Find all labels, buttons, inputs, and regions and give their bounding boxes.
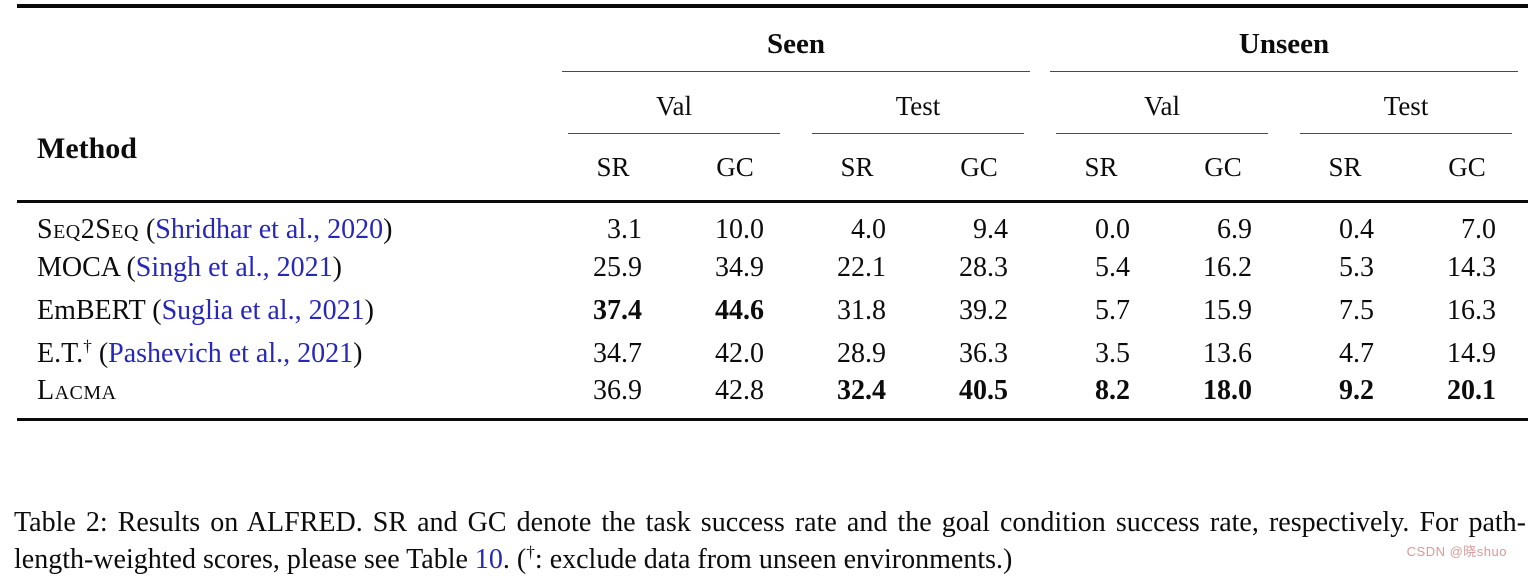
subheader-unseen-val: Val [1040,72,1284,134]
group-header-unseen-label: Unseen [1050,28,1519,72]
method-cell: Seq2Seq (Shridhar et al., 2020) [37,214,393,245]
metric-value: 8.2 [1040,375,1162,421]
dagger-footnote-marker: † [526,542,535,562]
metric-value: 39.2 [959,294,1008,326]
method-name: E.T. [37,337,84,369]
subheader-label: Val [1056,92,1268,134]
subheader-label: Test [1300,92,1513,134]
subheader-label: Val [568,92,780,134]
metric-value: 34.9 [715,251,764,283]
metric-value: 0.0 [1095,214,1130,245]
caption-text: : exclude data from unseen environments.… [534,544,1013,575]
metric-value: 6.9 [1217,214,1252,245]
group-header-seen: Seen [552,6,1040,72]
metric-header: SR [796,134,918,203]
table-row: Seq2Seq (Shridhar et al., 2020) 3.1 10.0 4.… [17,202,1528,247]
metric-value: 16.2 [1203,251,1252,283]
metric-value: 14.3 [1447,251,1497,283]
metric-value: 40.5 [918,375,1040,421]
metric-value: 20.1 [1406,375,1529,421]
metric-value: 5.7 [1095,294,1130,326]
paper-table-figure: Method Seen Unseen Val Test Val [14,4,1529,575]
method-name: MOCA [37,251,120,283]
metric-value: 7.0 [1461,214,1497,245]
metric-header: SR [1040,134,1162,203]
metric-value: 37.4 [593,294,642,326]
table-row: MOCA (Singh et al., 2021) 25.9 34.9 22.1 28.… [17,246,1528,289]
csdn-watermark: CSDN @晓shuo [1406,544,1507,559]
metric-value: 42.8 [674,375,796,421]
metric-value: 44.6 [715,294,764,326]
metric-value: 9.2 [1284,375,1406,421]
metric-value: 32.4 [796,375,918,421]
metric-value: 9.4 [973,214,1008,245]
citation-link[interactable]: Shridhar et al., 2020 [155,214,384,245]
method-name: Seq2Seq [37,214,139,245]
metric-value: 25.9 [593,251,642,283]
metric-header: GC [674,134,796,203]
citation-link[interactable]: Singh et al., 2021 [135,251,333,283]
subheader-seen-test: Test [796,72,1040,134]
subheader-unseen-test: Test [1284,72,1528,134]
metric-value: 36.9 [552,375,674,421]
metric-value: 18.0 [1162,375,1284,421]
metric-value: 22.1 [837,251,886,283]
citation-link[interactable]: Pashevich et al., 2021 [108,337,354,369]
subheader-label: Test [812,92,1024,134]
subheader-seen-val: Val [552,72,796,134]
metric-value: 5.3 [1339,251,1374,283]
header-split-row: Val Test Val Test [17,72,1528,134]
metric-value: 15.9 [1203,294,1252,326]
metric-value: 14.9 [1447,337,1497,369]
metric-value: 42.0 [715,337,764,369]
metric-value: 3.5 [1095,337,1130,369]
header-metric-row: SR GC SR GC SR GC SR GC [17,134,1529,203]
metric-header: GC [1162,134,1284,203]
group-header-seen-label: Seen [562,28,1030,72]
metric-header: GC [1406,134,1529,203]
metric-header: SR [1284,134,1406,203]
metric-value: 0.4 [1339,214,1374,245]
method-name: Lacma [37,375,117,406]
metric-value: 36.3 [959,337,1008,369]
group-header-unseen: Unseen [1040,6,1528,72]
metric-value: 4.0 [851,214,886,245]
metric-value: 28.9 [837,337,886,369]
metric-header: GC [918,134,1040,203]
header-group-row: Method Seen Unseen [17,6,1528,203]
results-table: Method Seen Unseen Val Test Val [17,4,1529,421]
table-row: EmBERT (Suglia et al., 2021) 37.4 44.6 31.8… [17,289,1528,332]
metric-value: 3.1 [607,214,642,245]
table-row: E.T.† (Pashevich et al., 2021) 34.7 42.0 28… [17,332,1528,375]
table-row: Lacma 36.9 42.8 32.4 40.5 8.2 18.0 9.2 20.1 [17,375,1529,421]
method-cell: EmBERT (Suglia et al., 2021) [37,294,374,326]
metric-value: 10.0 [715,214,764,245]
metric-value: 13.6 [1203,337,1252,369]
citation-link[interactable]: Suglia et al., 2021 [161,294,365,326]
caption-text: . ( [502,544,527,575]
metric-value: 4.7 [1339,337,1374,369]
table-10-link[interactable]: 10 [474,544,503,575]
metric-value: 34.7 [593,337,642,369]
metric-value: 7.5 [1339,294,1374,326]
method-name: EmBERT [37,294,146,326]
metric-value: 31.8 [837,294,886,326]
metric-value: 16.3 [1447,294,1497,326]
dagger-marker: † [83,336,92,356]
metric-value: 28.3 [959,251,1008,283]
method-cell: E.T.† (Pashevich et al., 2021) [37,336,363,369]
caption-text: Table 2: Results on ALFRED. SR and GC de… [14,507,1526,575]
metric-header: SR [552,134,674,203]
table-body: Seq2Seq (Shridhar et al., 2020) 3.1 10.0 4.… [17,202,1529,421]
metric-value: 5.4 [1095,251,1130,283]
method-column-header: Method [17,6,552,203]
method-cell: MOCA (Singh et al., 2021) [37,251,342,283]
table-caption: Table 2: Results on ALFRED. SR and GC de… [14,504,1526,578]
method-cell: Lacma [17,375,552,421]
